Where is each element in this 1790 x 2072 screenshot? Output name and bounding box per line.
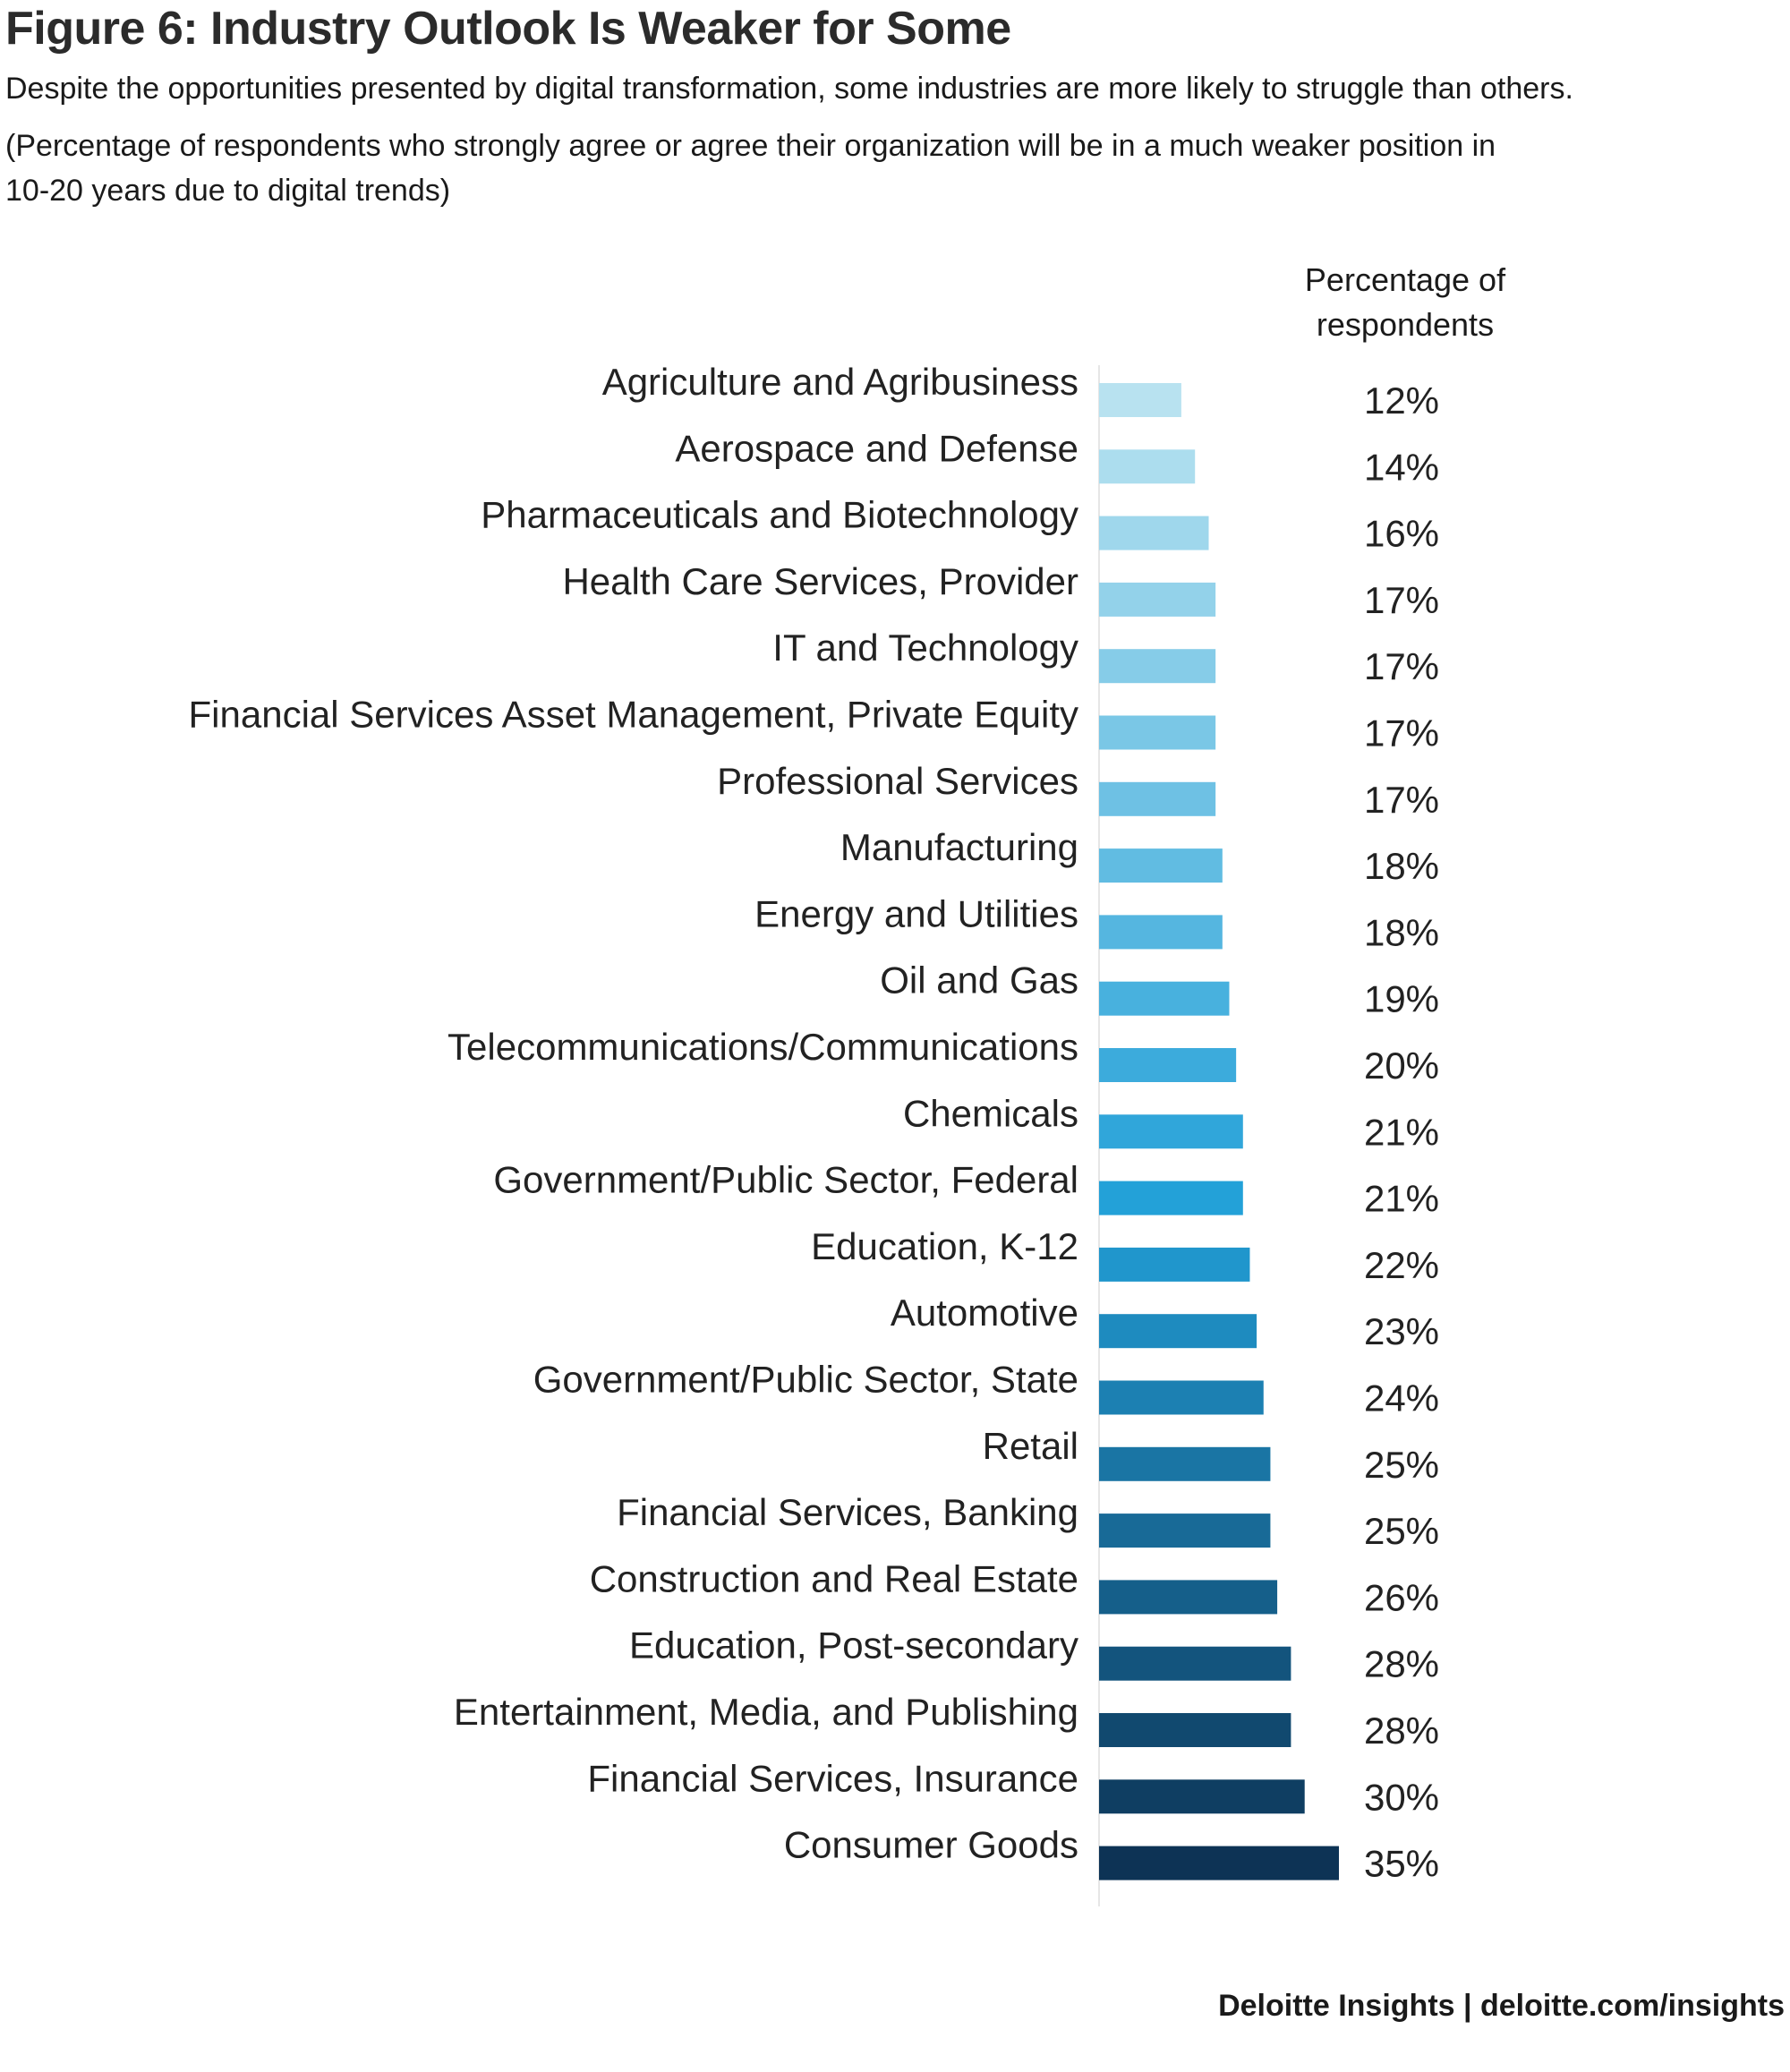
value-label: 24% (1364, 1377, 1439, 1420)
category-label: Pharmaceuticals and Biotechnology (481, 494, 1078, 536)
category-label: Entertainment, Media, and Publishing (454, 1691, 1078, 1733)
bar (1099, 1181, 1243, 1215)
category-label: Government/Public Sector, State (533, 1359, 1078, 1401)
value-label: 20% (1364, 1045, 1439, 1087)
category-label: Financial Services, Banking (617, 1491, 1078, 1533)
category-label: Retail (983, 1425, 1078, 1467)
value-label: 23% (1364, 1310, 1439, 1352)
value-label: 28% (1364, 1710, 1439, 1752)
source-credit: Deloitte Insights | deloitte.com/insight… (1218, 1989, 1785, 2023)
bar (1099, 1779, 1305, 1814)
value-label: 17% (1364, 779, 1439, 821)
value-label: 18% (1364, 845, 1439, 887)
category-label: IT and Technology (772, 627, 1078, 669)
category-label: Education, Post-secondary (629, 1624, 1078, 1667)
bar (1099, 516, 1209, 550)
bar (1099, 1580, 1278, 1615)
bar (1099, 1048, 1237, 1082)
value-label: 35% (1364, 1843, 1439, 1885)
bar (1099, 781, 1216, 816)
category-label: Financial Services, Insurance (587, 1757, 1078, 1799)
category-label: Government/Public Sector, Federal (493, 1159, 1078, 1201)
value-label: 21% (1364, 1178, 1439, 1220)
value-label: 17% (1364, 579, 1439, 621)
bar (1099, 1646, 1291, 1681)
value-label: 18% (1364, 911, 1439, 953)
bar (1099, 1446, 1271, 1481)
bar (1099, 582, 1216, 617)
bar (1099, 449, 1196, 484)
category-label: Aerospace and Defense (675, 427, 1078, 469)
value-label: 16% (1364, 513, 1439, 555)
category-label: Consumer Goods (784, 1824, 1078, 1866)
category-label: Oil and Gas (880, 959, 1078, 1002)
bar (1099, 848, 1223, 883)
bar (1099, 981, 1230, 1016)
value-label: 17% (1364, 645, 1439, 687)
bar (1099, 1114, 1243, 1149)
bar (1099, 715, 1216, 750)
category-label: Health Care Services, Provider (562, 560, 1078, 602)
bar (1099, 1513, 1271, 1548)
value-label: 17% (1364, 712, 1439, 755)
bar (1099, 383, 1181, 417)
value-label: 25% (1364, 1510, 1439, 1552)
category-label: Manufacturing (840, 826, 1078, 868)
bar (1099, 1314, 1257, 1349)
bar (1099, 1247, 1250, 1282)
category-label: Education, K-12 (811, 1225, 1078, 1267)
chart-subtitle: Despite the opportunities presented by d… (5, 72, 1573, 106)
value-label: 14% (1364, 446, 1439, 488)
bar (1099, 915, 1223, 950)
value-column-header: Percentage of respondents (1304, 261, 1506, 343)
bar (1099, 1380, 1264, 1415)
bar (1099, 1713, 1291, 1747)
value-label: 28% (1364, 1643, 1439, 1685)
value-label: 12% (1364, 379, 1439, 422)
category-label: Professional Services (717, 760, 1078, 802)
category-label: Energy and Utilities (754, 892, 1078, 934)
category-label: Telecommunications/Communications (448, 1026, 1078, 1068)
value-label: 22% (1364, 1244, 1439, 1286)
category-label: Chemicals (903, 1092, 1078, 1134)
chart-note: (Percentage of respondents who strongly … (5, 129, 1496, 208)
chart-title: Figure 6: Industry Outlook Is Weaker for… (5, 3, 1011, 55)
bar (1099, 1846, 1339, 1880)
category-label: Construction and Real Estate (590, 1557, 1078, 1599)
value-label: 19% (1364, 978, 1439, 1020)
value-label: 25% (1364, 1444, 1439, 1486)
value-label: 21% (1364, 1111, 1439, 1153)
bar (1099, 649, 1216, 684)
category-label: Agriculture and Agribusiness (602, 361, 1078, 403)
category-label: Automotive (891, 1292, 1078, 1334)
bar-group: Agriculture and Agribusiness 12% Aerospace… (189, 361, 1440, 1885)
value-label: 26% (1364, 1576, 1439, 1618)
category-label: Financial Services Asset Management, Pri… (189, 694, 1078, 736)
value-label: 30% (1364, 1776, 1439, 1818)
